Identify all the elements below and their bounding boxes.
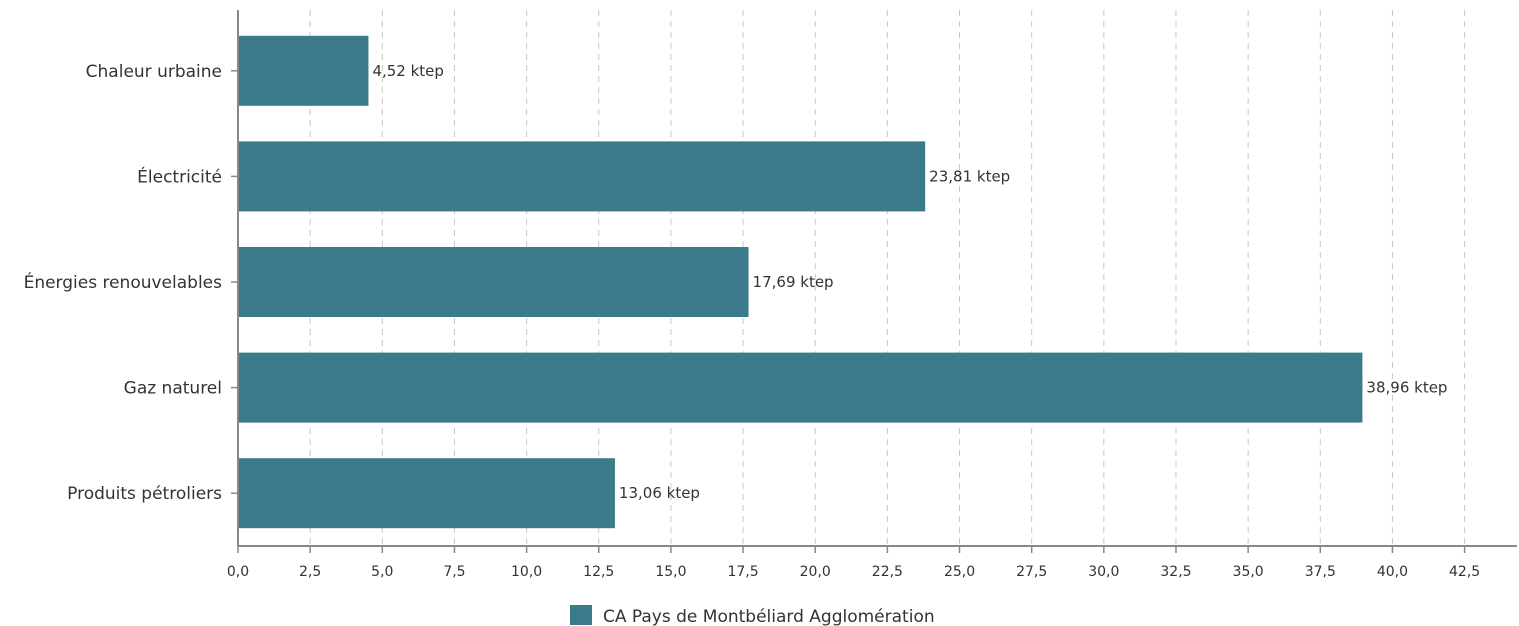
x-axis-ticks: 0,0 2,5 5,0 7,5 10,0 12,5 15,0 17,5 20,0 22,5 25,0… <box>227 546 1480 580</box>
data-label: 17,69 ktep <box>753 273 834 291</box>
category-label: Énergies renouvelables <box>24 271 223 293</box>
bars: 4,52 ktep 23,81 ktep 17,69 ktep 38,96 ktep 1… <box>238 35 1447 529</box>
axes <box>237 10 1517 547</box>
bar[interactable] <box>238 35 369 106</box>
x-tick-label: 0,0 <box>227 564 249 580</box>
bar[interactable] <box>238 247 749 317</box>
bar[interactable] <box>238 458 615 529</box>
x-tick-label: 27,5 <box>1016 564 1047 580</box>
x-tick-label: 30,0 <box>1088 564 1119 580</box>
x-tick-label: 7,5 <box>443 564 465 580</box>
x-tick-label: 2,5 <box>299 564 321 580</box>
legend[interactable]: CA Pays de Montbéliard Agglomération <box>570 605 935 626</box>
x-tick-label: 12,5 <box>583 564 614 580</box>
x-tick-label: 25,0 <box>944 564 975 580</box>
x-tick-label: 32,5 <box>1160 564 1191 580</box>
data-label: 38,96 ktep <box>1366 379 1447 397</box>
x-tick-label: 35,0 <box>1233 564 1264 580</box>
data-label: 4,52 ktep <box>372 62 443 80</box>
data-label: 13,06 ktep <box>619 484 700 502</box>
bar[interactable] <box>238 352 1363 423</box>
category-label: Chaleur urbaine <box>86 62 222 82</box>
category-label: Gaz naturel <box>124 379 222 399</box>
x-tick-label: 20,0 <box>800 564 831 580</box>
x-tick-label: 5,0 <box>371 564 393 580</box>
data-label: 23,81 ktep <box>929 167 1010 185</box>
x-tick-label: 17,5 <box>727 564 758 580</box>
x-tick-label: 15,0 <box>655 564 686 580</box>
category-label: Produits pétroliers <box>67 484 222 504</box>
x-tick-label: 22,5 <box>872 564 903 580</box>
x-tick-label: 37,5 <box>1305 564 1336 580</box>
category-label: Électricité <box>137 165 222 187</box>
legend-label: CA Pays de Montbéliard Agglomération <box>603 607 935 626</box>
x-tick-label: 42,5 <box>1449 564 1480 580</box>
x-tick-label: 40,0 <box>1377 564 1408 580</box>
y-axis-ticks: Chaleur urbaine Électricité Énergies renou… <box>24 62 238 504</box>
x-tick-label: 10,0 <box>511 564 542 580</box>
legend-swatch <box>570 605 592 625</box>
bar[interactable] <box>238 141 926 212</box>
